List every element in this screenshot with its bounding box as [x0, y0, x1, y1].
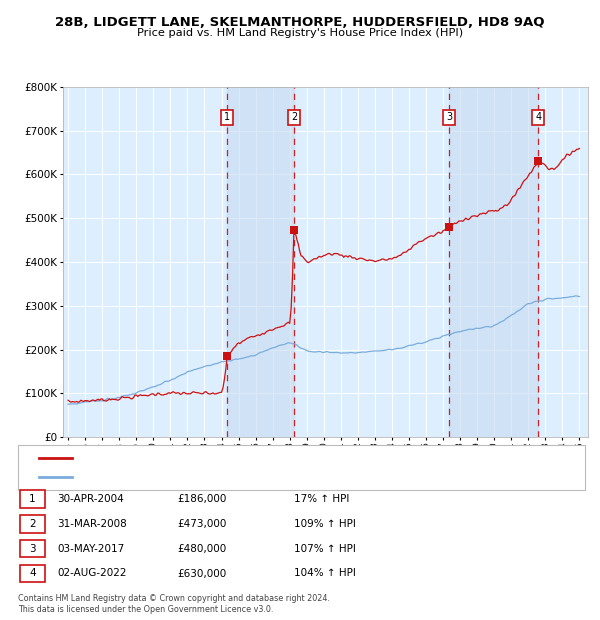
Text: £480,000: £480,000 [177, 544, 226, 554]
Text: 104% ↑ HPI: 104% ↑ HPI [294, 569, 356, 578]
Text: 03-MAY-2017: 03-MAY-2017 [57, 544, 124, 554]
Text: 30-APR-2004: 30-APR-2004 [57, 494, 124, 504]
Text: 4: 4 [29, 569, 36, 578]
Text: Contains HM Land Registry data © Crown copyright and database right 2024.: Contains HM Land Registry data © Crown c… [18, 593, 330, 603]
Text: 17% ↑ HPI: 17% ↑ HPI [294, 494, 349, 504]
Text: HPI: Average price, detached house, Kirklees: HPI: Average price, detached house, Kirk… [78, 473, 274, 482]
Bar [449, 87, 538, 437]
Text: 109% ↑ HPI: 109% ↑ HPI [294, 519, 356, 529]
Bar [227, 87, 294, 437]
Text: 2: 2 [29, 519, 36, 529]
Text: 31-MAR-2008: 31-MAR-2008 [57, 519, 127, 529]
Text: This data is licensed under the Open Government Licence v3.0.: This data is licensed under the Open Gov… [18, 604, 274, 614]
Text: 4: 4 [535, 112, 541, 123]
Text: 2: 2 [291, 112, 297, 123]
Text: 28B, LIDGETT LANE, SKELMANTHORPE, HUDDERSFIELD, HD8 9AQ: 28B, LIDGETT LANE, SKELMANTHORPE, HUDDER… [55, 16, 545, 29]
Text: £186,000: £186,000 [177, 494, 226, 504]
Text: 3: 3 [446, 112, 452, 123]
Text: 1: 1 [29, 494, 36, 504]
Text: 02-AUG-2022: 02-AUG-2022 [57, 569, 127, 578]
Text: 107% ↑ HPI: 107% ↑ HPI [294, 544, 356, 554]
Text: Price paid vs. HM Land Registry's House Price Index (HPI): Price paid vs. HM Land Registry's House … [137, 28, 463, 38]
Text: 1: 1 [224, 112, 230, 123]
Text: £630,000: £630,000 [177, 569, 226, 578]
Text: £473,000: £473,000 [177, 519, 226, 529]
Text: 28B, LIDGETT LANE, SKELMANTHORPE, HUDDERSFIELD, HD8 9AQ (detached house): 28B, LIDGETT LANE, SKELMANTHORPE, HUDDER… [78, 453, 445, 462]
Text: 3: 3 [29, 544, 36, 554]
